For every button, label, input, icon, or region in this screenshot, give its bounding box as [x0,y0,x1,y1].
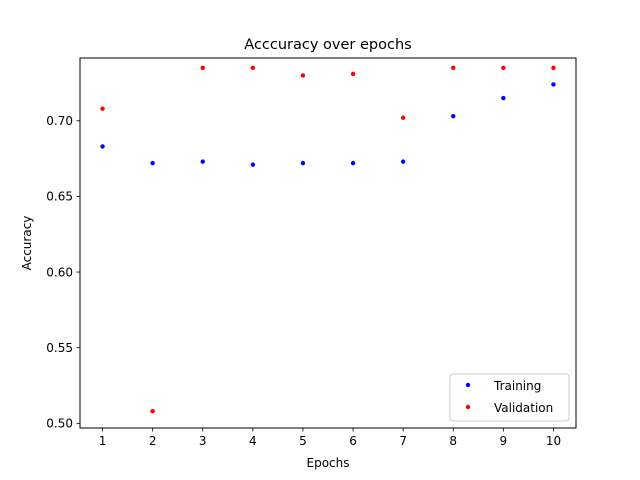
point-validation [150,409,155,414]
plot-area [80,58,576,428]
legend-marker-validation [465,404,471,410]
legend-label-training: Training [493,379,541,393]
data-points [100,65,556,414]
x-tick-label: 8 [449,434,457,448]
x-tick-label: 10 [546,434,561,448]
point-validation [400,115,406,120]
legend: Training Validation [449,373,570,422]
point-validation [100,106,105,111]
y-axis-label: Accuracy [20,216,34,271]
point-training [551,82,556,87]
y-tick-label: 0.70 [46,114,73,128]
point-validation [551,65,556,71]
point-validation [451,65,456,71]
plot-frame [79,57,577,429]
point-validation [501,65,506,71]
x-tick-label: 7 [399,434,407,448]
y-tick-label: 0.65 [46,190,73,204]
point-training [400,159,406,164]
y-tick-label: 0.50 [46,417,73,431]
legend-label-validation: Validation [494,401,553,415]
point-validation [300,73,306,78]
point-training [150,160,155,166]
x-tick-label: 9 [500,434,508,448]
point-training [300,160,306,166]
x-tick-label: 5 [299,434,307,448]
y-axis-ticks: 0.50 0.55 0.60 0.65 0.70 [46,114,80,431]
point-training [501,95,506,101]
chart-title: Acccuracy over epochs [244,37,411,53]
y-tick-label: 0.55 [46,341,73,355]
x-axis-label: Epochs [307,456,350,470]
point-training [350,160,356,166]
x-tick-label: 3 [199,434,207,448]
point-training [100,144,105,149]
point-validation [200,65,205,71]
point-validation [350,71,356,77]
x-tick-label: 1 [99,434,107,448]
point-training [250,162,256,167]
x-tick-label: 2 [149,434,157,448]
x-tick-label: 4 [249,434,257,448]
x-tick-label: 6 [349,434,357,448]
x-axis-ticks: 1 2 3 4 5 6 7 8 9 10 [99,428,561,448]
legend-marker-training [465,382,471,388]
point-training [451,114,456,119]
y-tick-label: 0.60 [46,265,73,279]
legend-box [449,373,570,422]
point-training [200,159,205,164]
point-validation [250,65,256,71]
